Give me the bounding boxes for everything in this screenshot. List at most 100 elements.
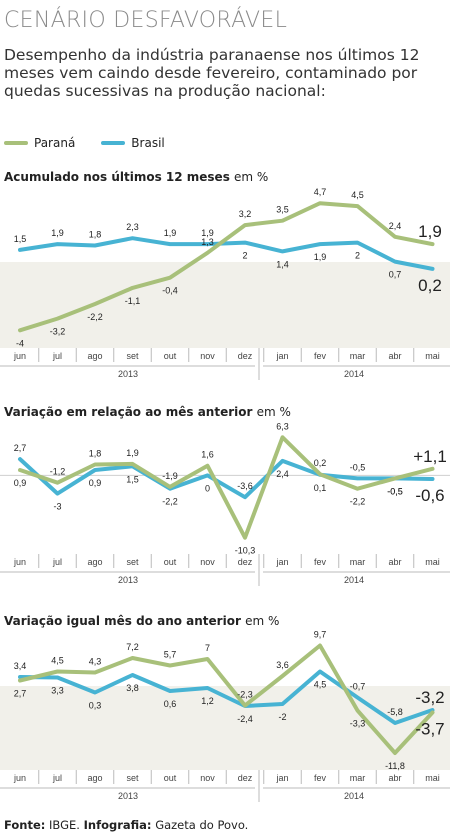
data-label-brasil: 1,9	[314, 252, 327, 262]
data-label-brasil: 3,8	[126, 683, 139, 693]
x-tick-label: jan	[275, 557, 288, 567]
data-label-parana: 4,3	[89, 657, 102, 667]
data-label-parana: -4	[16, 338, 24, 348]
series-line-parana	[18, 643, 435, 755]
data-label-brasil: 3,3	[51, 686, 64, 696]
series-line-brasil	[18, 236, 435, 271]
panel1-title-text: Acumulado nos últimos 12 meses	[4, 170, 230, 184]
x-tick-label: abr	[388, 351, 401, 361]
data-label-parana: -0,4	[162, 286, 178, 296]
x-tick-label: jan	[275, 773, 288, 783]
data-label-parana: -10,3	[235, 546, 256, 556]
shaded-area	[0, 262, 450, 348]
credit-value: Gazeta do Povo.	[155, 818, 249, 832]
x-tick-label: ago	[87, 557, 102, 567]
series-line-parana	[18, 201, 435, 333]
x-tick-label: jan	[275, 351, 288, 361]
chart-yoy-variation: jun jul ago set out nov dez jan fev mar abr mai 2013…	[0, 630, 450, 802]
x-tick-label: nov	[200, 557, 215, 567]
source-label: Fonte:	[4, 818, 46, 832]
x-tick-label: dez	[238, 557, 253, 567]
legend-item-parana: Paraná	[4, 136, 75, 150]
data-label-brasil: -5,8	[387, 707, 403, 717]
chart-accumulated: jun jul ago set out nov dez jan fev mar abr mai 2013…	[0, 187, 450, 380]
data-label-brasil: 2,4	[276, 469, 289, 479]
legend-swatch-brasil	[101, 141, 126, 145]
source-value: IBGE.	[49, 818, 80, 832]
panel3-title-text: Variação igual mês do ano anterior	[4, 614, 241, 628]
x-tick-label: fev	[314, 773, 327, 783]
data-label-parana: 4,5	[351, 190, 364, 200]
x-tick-label: set	[126, 773, 139, 783]
x-tick-label: mai	[425, 351, 440, 361]
data-label-parana: 7	[205, 643, 210, 653]
year-label-2013: 2013	[118, 791, 138, 801]
data-label-brasil: 0	[205, 483, 210, 493]
x-tick-label: jul	[52, 351, 62, 361]
data-label-parana: 4,5	[51, 656, 64, 666]
x-tick-label: out	[164, 351, 177, 361]
chart-monthly-variation: jun jul ago set out nov dez jan fev mar abr mai 2013…	[0, 421, 450, 586]
data-label-brasil: 0,7	[389, 270, 402, 280]
x-tick-label: mar	[350, 557, 366, 567]
panel1-title: Acumulado nos últimos 12 meses em %	[4, 170, 268, 184]
x-tick-label: out	[164, 773, 177, 783]
data-label-brasil: 1,5	[126, 474, 139, 484]
data-label-parana: 3,5	[276, 205, 289, 215]
data-label-parana: -0,5	[387, 486, 403, 496]
data-label-brasil: -0,5	[350, 462, 366, 472]
data-label-brasil: 1,2	[201, 696, 214, 706]
data-label-parana: -11,8	[385, 761, 405, 771]
data-label-brasil: 1,4	[276, 259, 289, 269]
legend-swatch-parana	[4, 141, 28, 145]
series-line-parana	[18, 435, 435, 540]
x-tick-label: set	[126, 557, 139, 567]
data-label-brasil: 4,5	[314, 680, 327, 690]
x-tick-label: dez	[238, 351, 253, 361]
data-label-parana: +1,1	[413, 447, 447, 466]
x-tick-label: mar	[350, 351, 366, 361]
data-label-brasil: 1,9	[201, 228, 214, 238]
data-label-parana: -3,2	[50, 327, 66, 337]
series-line-brasil	[18, 669, 435, 725]
data-label-parana: 7,2	[126, 642, 139, 652]
data-label-brasil: 2,7	[14, 443, 27, 453]
data-label-brasil: 2	[242, 251, 247, 261]
x-tick-label: mai	[425, 557, 440, 567]
year-label-2014: 2014	[344, 369, 364, 379]
x-tick-label: nov	[200, 773, 215, 783]
year-label-2014: 2014	[344, 575, 364, 585]
data-label-brasil: 2,3	[126, 222, 139, 232]
x-tick-label: fev	[314, 557, 327, 567]
data-label-parana: -2,2	[87, 312, 103, 322]
panel3-title: Variação igual mês do ano anterior em %	[4, 614, 279, 628]
x-tick-label: ago	[87, 351, 102, 361]
data-label-parana: 1,8	[89, 449, 102, 459]
data-label-parana: 3,6	[276, 660, 289, 670]
source-note: Fonte: IBGE. Infografia: Gazeta do Povo.	[4, 818, 248, 832]
data-label-parana: 1,9	[126, 448, 139, 458]
x-tick-label: abr	[388, 773, 401, 783]
x-tick-label: set	[126, 351, 139, 361]
data-label-parana: 6,3	[276, 421, 289, 431]
credit-label: Infografia:	[83, 818, 152, 832]
data-label-brasil: 0,9	[89, 478, 102, 488]
panel2-unit: em %	[256, 405, 291, 419]
data-label-parana: 9,7	[314, 630, 327, 640]
data-label-brasil: 1,9	[51, 228, 64, 238]
data-label-parana: 0,2	[314, 458, 327, 468]
data-label-brasil: -3,6	[237, 481, 253, 491]
data-label-parana: 1,3	[201, 237, 214, 247]
year-label-2013: 2013	[118, 575, 138, 585]
data-label-parana: 4,7	[314, 187, 327, 197]
data-label-brasil: 0,2	[418, 276, 442, 295]
legend: Paraná Brasil	[4, 134, 191, 152]
data-label-brasil: 3,4	[14, 661, 27, 671]
data-label-parana: 1,6	[201, 450, 214, 460]
data-label-brasil: -3,2	[415, 688, 444, 707]
data-label-brasil: 0,1	[314, 483, 327, 493]
year-label-2014: 2014	[344, 791, 364, 801]
x-tick-label: jun	[13, 773, 26, 783]
data-label-brasil: 0,3	[89, 701, 102, 711]
data-label-parana: 5,7	[164, 650, 177, 660]
